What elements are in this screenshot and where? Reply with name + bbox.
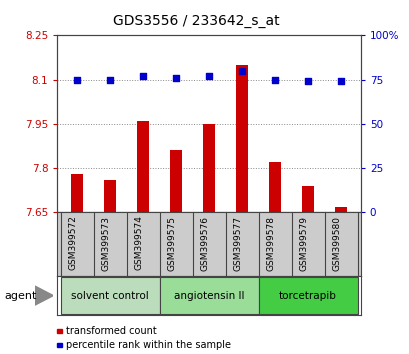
Text: solvent control: solvent control <box>71 291 149 301</box>
Bar <box>236 65 247 212</box>
Text: GSM399577: GSM399577 <box>232 216 241 270</box>
Bar <box>269 162 280 212</box>
Bar <box>203 124 214 212</box>
Point <box>337 79 344 84</box>
Bar <box>301 186 313 212</box>
Bar <box>137 121 148 212</box>
Text: GSM399573: GSM399573 <box>101 216 110 270</box>
Point <box>139 73 146 79</box>
FancyBboxPatch shape <box>159 277 258 314</box>
Text: percentile rank within the sample: percentile rank within the sample <box>66 340 231 350</box>
Point <box>107 77 113 82</box>
Point <box>74 77 80 82</box>
Text: GSM399579: GSM399579 <box>298 216 307 270</box>
Point <box>205 73 212 79</box>
Text: GSM399574: GSM399574 <box>134 216 143 270</box>
FancyBboxPatch shape <box>258 277 357 314</box>
Point <box>304 79 310 84</box>
Bar <box>335 206 346 212</box>
Polygon shape <box>35 286 53 305</box>
Text: GSM399572: GSM399572 <box>68 216 77 270</box>
Text: angiotensin II: angiotensin II <box>173 291 244 301</box>
Bar <box>104 180 116 212</box>
Point <box>238 68 245 74</box>
Point <box>271 77 278 82</box>
Point <box>173 75 179 81</box>
Text: GSM399576: GSM399576 <box>200 216 209 270</box>
FancyBboxPatch shape <box>61 277 159 314</box>
Text: transformed count: transformed count <box>66 326 157 336</box>
Text: GSM399578: GSM399578 <box>265 216 274 270</box>
Text: torcetrapib: torcetrapib <box>279 291 336 301</box>
Bar <box>71 174 83 212</box>
Text: agent: agent <box>4 291 36 301</box>
Text: GSM399580: GSM399580 <box>331 216 340 270</box>
Text: GDS3556 / 233642_s_at: GDS3556 / 233642_s_at <box>113 14 279 28</box>
Text: GSM399575: GSM399575 <box>167 216 176 270</box>
Bar <box>170 150 182 212</box>
